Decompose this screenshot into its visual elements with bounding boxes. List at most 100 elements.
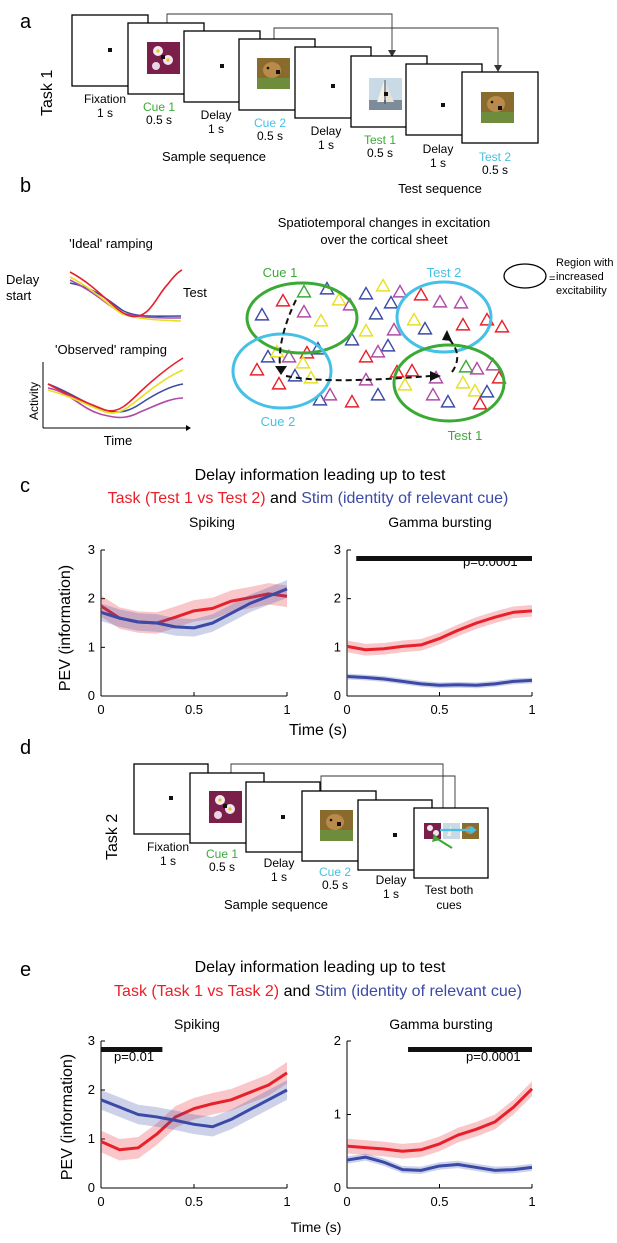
caption-delay-2: Delay — [311, 124, 342, 138]
neuron-triangle — [432, 294, 448, 308]
panel-e-right-title: Gamma bursting — [389, 1016, 492, 1032]
neuron-triangle — [404, 363, 420, 377]
y-tick-label: 2 — [88, 1082, 95, 1097]
y-tick-label: 2 — [334, 591, 341, 606]
significance-bar — [408, 1047, 532, 1052]
t2-caption-fixation: Fixation — [147, 840, 189, 854]
neuron-triangle — [392, 284, 408, 298]
path-arrowhead-3 — [442, 330, 452, 341]
x-tick-label: 0.5 — [185, 702, 203, 717]
t2-caption-fixation-dur: 1 s — [160, 854, 176, 868]
series-blue-line — [346, 1155, 533, 1172]
neuron-triangle — [370, 344, 386, 358]
x-tick-label: 0 — [97, 702, 104, 717]
panel-label-d: d — [20, 737, 31, 759]
series-blue-line — [100, 1088, 288, 1129]
neuron-triangle — [383, 295, 399, 309]
neuron-triangle — [281, 349, 297, 363]
y-tick-label: 0 — [334, 1180, 341, 1195]
panel-e-legend: Task (Task 1 vs Task 2) and Stim (identi… — [114, 983, 522, 1000]
task1-label: Task 1 — [39, 70, 56, 116]
neuron-triangle — [425, 387, 441, 401]
caption-delay-3: Delay — [423, 142, 454, 156]
region-test2 — [395, 280, 493, 354]
spatiotemporal-title-1: Spatiotemporal changes in excitation — [278, 215, 490, 230]
neuron-triangle — [322, 387, 338, 401]
spatiotemporal-title-2: over the cortical sheet — [320, 232, 448, 247]
legend-line-3: excitability — [556, 285, 607, 297]
panel-c-legend: Task (Test 1 vs Test 2) and Stim (identi… — [108, 490, 509, 507]
neuron-triangle — [254, 307, 270, 321]
ideal-ramping-label: 'Ideal' ramping — [69, 236, 153, 251]
neuron-triangle — [271, 376, 287, 390]
neuron-triangle — [455, 317, 471, 331]
neuron-triangle — [455, 375, 471, 389]
panel-c-title: Delay information leading up to test — [195, 467, 446, 484]
y-tick-label: 3 — [334, 542, 341, 557]
neuron-triangle — [375, 278, 391, 292]
region-cue2 — [231, 332, 333, 410]
neuron-triangle — [313, 313, 329, 327]
t2-caption-cue2-dur: 0.5 s — [322, 878, 348, 892]
task2-captions: Fixation 1 s Cue 1 0.5 s Delay 1 s Cue 2… — [147, 840, 473, 912]
panel-label-c: c — [20, 475, 30, 497]
label-cue1: Cue 1 — [263, 265, 298, 280]
panel-label-a: a — [20, 11, 32, 33]
ideal-ramping-curves — [69, 269, 183, 322]
neuron-triangle — [368, 306, 384, 320]
neuron-triangle — [413, 287, 429, 301]
y-tick-label: 0 — [88, 688, 95, 703]
neuron-triangle — [303, 370, 319, 384]
neuron-triangle — [467, 383, 483, 397]
series-red-line — [346, 1087, 534, 1153]
caption-cue1: Cue 1 — [143, 100, 175, 114]
x-tick-label: 1 — [283, 1194, 290, 1209]
chart-c-gamma: 0 1 2 3 0 0.5 1 — [334, 542, 536, 717]
neuron-triangle — [249, 362, 265, 376]
legend-task: Task (Test 1 vs Test 2) — [108, 490, 266, 507]
region-cue1 — [245, 281, 359, 355]
caption-test1-dur: 0.5 s — [367, 146, 393, 160]
y-tick-label: 1 — [334, 1107, 341, 1122]
neuron-triangle — [494, 319, 510, 333]
t2-caption-delay-1: Delay — [264, 856, 295, 870]
neuron-triangle — [331, 292, 347, 306]
label-cue2: Cue 2 — [261, 414, 296, 429]
task2-label: Task 2 — [104, 814, 121, 860]
caption-test2: Test 2 — [479, 150, 511, 164]
neuron-triangle — [406, 312, 422, 326]
significance-bar — [101, 1047, 163, 1052]
caption-delay-2-dur: 1 s — [318, 138, 334, 152]
x-tick-label: 0.5 — [430, 702, 448, 717]
neuron-triangle — [453, 295, 469, 309]
y-tick-label: 0 — [334, 688, 341, 703]
legend-line-1: Region with — [556, 257, 613, 269]
chart-e-spiking: 0 1 2 3 0 0.5 1 — [88, 1033, 291, 1209]
series-red-line — [100, 1071, 288, 1152]
chart-e-gamma: 0 1 2 0 0.5 1 — [334, 1033, 536, 1209]
y-tick-label: 3 — [88, 1033, 95, 1048]
y-tick-label: 2 — [334, 1033, 341, 1048]
neuron-triangle — [380, 338, 396, 352]
x-tick-label: 0 — [343, 1194, 350, 1209]
x-tick-label: 1 — [528, 702, 535, 717]
y-tick-label: 3 — [88, 542, 95, 557]
task1-frame-8 — [461, 71, 539, 144]
arrowhead-test1 — [388, 50, 396, 57]
panel-label-b: b — [20, 175, 31, 197]
panel-e-left-title: Spiking — [174, 1016, 220, 1032]
y-tick-label: 1 — [88, 639, 95, 654]
t2-caption-cue1-dur: 0.5 s — [209, 860, 235, 874]
series-blue-line — [346, 675, 533, 687]
neuron-triangle — [296, 284, 312, 298]
panel-e-xlabel: Time (s) — [291, 1219, 342, 1235]
t2-caption-delay-2: Delay — [376, 873, 407, 887]
caption-fixation: Fixation — [84, 92, 126, 106]
x-tick-label: 0.5 — [430, 1194, 448, 1209]
neuron-triangle — [389, 364, 405, 378]
task1-sample-sequence: Sample sequence — [162, 149, 266, 164]
series-blue-band — [101, 1080, 287, 1137]
neuron-triangle — [358, 323, 374, 337]
caption-cue1-dur: 0.5 s — [146, 113, 172, 127]
